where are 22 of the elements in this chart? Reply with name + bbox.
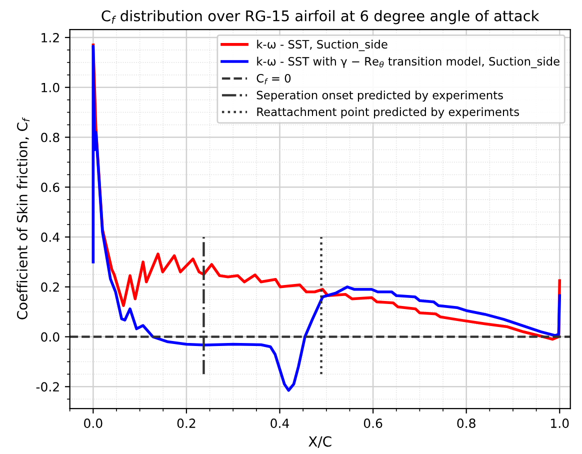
y-tick-label: 0.2 [41,282,59,292]
y-tick-label: 0.0 [41,332,60,342]
y-tick-label: 1.2 [42,32,59,42]
legend-label: Reattachment point predicted by experiments [257,107,520,118]
y-tick-label: -0.2 [36,382,59,392]
x-tick-label: 0.8 [457,418,476,428]
y-axis-title: Coefficient of Skin friction, C$_{f}$ [16,117,30,320]
y-tick-label: 0.6 [41,182,60,192]
legend-label: C$_{f}$ = 0 [256,74,291,84]
x-tick-label: 0.0 [84,418,102,428]
x-tick-label: 0.6 [364,418,382,428]
x-tick-label: 1.0 [551,418,569,428]
y-tick-label: 0.8 [41,132,60,142]
legend-label: k-ω - SST, Suction_side [257,40,388,52]
x-axis-title: X/C [308,436,332,448]
x-tick-label: 0.2 [177,418,196,428]
x-tick-label: 0.4 [270,418,289,428]
chart-title: C$_{f}$ distribution over RG-15 airfoil at 6 degree angle of attack [102,10,540,24]
y-tick-label: 0.4 [41,232,60,242]
legend-label: Seperation onset predicted by experiments [256,90,503,102]
legend-label: k-ω - SST with γ − Re$_{θ}$ transition model, Suction_side [257,56,560,68]
y-tick-label: 1.0 [42,82,60,92]
